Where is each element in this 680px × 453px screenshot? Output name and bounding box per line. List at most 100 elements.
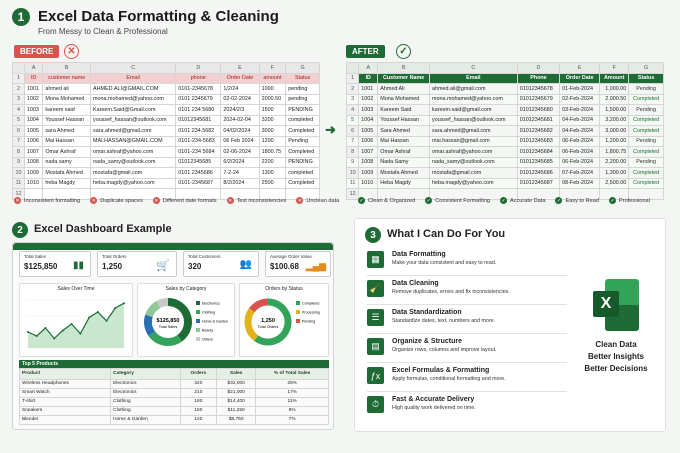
table-cell: nada_samy@outlook.com (429, 156, 518, 168)
table-cell: 1008 (23, 156, 44, 168)
table-cell: nada_samy@outlook.com (90, 156, 177, 168)
empty-cell (559, 188, 601, 200)
row-number: 7 (345, 135, 360, 147)
page-title: Excel Data Formatting & Cleaning (38, 8, 279, 25)
check-dot-icon: ✓ (499, 197, 507, 204)
benefit-label: Professional (619, 197, 650, 204)
table-cell: 01012345685 (516, 156, 561, 168)
table-cell: 01012345679 (516, 93, 561, 105)
service-title: Data Cleaning (392, 280, 439, 287)
table-cell: sara Ahmed (42, 125, 92, 137)
legend-label: Beauty (202, 329, 213, 333)
table-cell: 02-06-2024 (220, 146, 260, 158)
column-letter: B (377, 62, 431, 74)
column-header: phone (175, 72, 222, 84)
row-number: 4 (345, 104, 360, 116)
fx-icon: ƒx (367, 367, 384, 384)
table-cell: 1/2/24 (220, 83, 260, 95)
table-cell: 01012345683 (516, 135, 561, 147)
table-cell: Youssef Hassan (377, 114, 431, 126)
table-cell: Youssef Hassan (42, 114, 92, 126)
row-number: 2 (345, 83, 360, 95)
top-products-table: Product Category Orders Sales% of Total Sal… (18, 368, 329, 425)
sales-point (123, 302, 125, 305)
sales-point (35, 335, 38, 337)
table-cell: 3000 (258, 125, 287, 137)
table-cell: Kareem Said (377, 104, 431, 116)
legend-swatch (296, 310, 300, 314)
service-desc: Make your data consistent and easy to re… (392, 260, 497, 266)
table-cell: 0101-234 5684 (175, 146, 222, 158)
column-letter: B (42, 62, 92, 74)
orders-by-status-chart: Orders by Status 1,250 Total Orders Comple… (239, 283, 329, 357)
table-cell: 01012345678 (516, 83, 561, 95)
table-row: 10 1009 Mostafa Ahmed mostafa@gmail.com 0101… (12, 167, 320, 179)
issue-item: ✕ Inconsistent formatting (14, 197, 80, 204)
top-cell: 9% (255, 405, 329, 416)
table-cell: 01012345686 (516, 167, 561, 179)
top-cell: Blender (18, 414, 112, 425)
column-header: Email (90, 72, 177, 84)
row-number: 11 (12, 177, 25, 189)
page-subtitle: From Messy to Clean & Professional (38, 27, 168, 36)
service-desc: High quality work delivered on time. (392, 405, 476, 411)
issue-item: ✕ Unclean data (296, 197, 339, 204)
table-cell: 01-Feb-2024 (559, 83, 601, 95)
table-cell: Completed (285, 146, 320, 158)
table-cell: Pending (628, 135, 664, 147)
sales-by-category-chart: Sales by Category $125,850 Total Sales Ele… (137, 283, 235, 357)
line-chart-svg (27, 299, 125, 349)
donut-center-value: 1,250 (261, 318, 275, 324)
table-cell: 2200 (258, 156, 287, 168)
table-cell: heba.magdy@yahoo.com (90, 177, 177, 189)
after-benefits: ✓ Clean & Organized ✓ Consistent Formatting… (358, 197, 650, 204)
donut-slice (244, 308, 259, 342)
legend-swatch (196, 301, 200, 305)
table-cell: mona.mohamed@yahoo.com (90, 93, 177, 105)
table-cell: 6/2/2024 (220, 156, 260, 168)
table-cell: Mostafa Ahmed (377, 167, 431, 179)
services-card: 3 What I Can Do For You ▦ Data Formatting… (354, 218, 666, 432)
x-dot-icon: ✕ (90, 197, 98, 204)
chart-title: Sales by Category (165, 286, 207, 292)
table-row: 7 1006 Mai Hassan MAI.HASSAN@GMAIL.COM 0101-… (12, 135, 320, 147)
table-cell: 1,300.00 (599, 167, 630, 179)
sales-line (27, 302, 125, 340)
table-cell: 1300 (258, 167, 287, 179)
clock-icon: ⏱ (367, 396, 384, 413)
column-letter: A (358, 62, 379, 74)
excel-x-icon: X (593, 291, 619, 317)
kpi-total-orders: Total Orders 1,250 🛒 (97, 251, 177, 277)
top-row: Sneakers Clothing 150 $11,250 9% (18, 405, 329, 416)
step-1-badge: 1 (12, 8, 30, 26)
table-cell: Completed (285, 125, 320, 137)
before-issues: ✕ Inconsistent formatting ✕ Duplicate space… (14, 197, 339, 204)
row-number: 12 (345, 188, 360, 200)
check-circle-icon: ✓ (396, 44, 411, 59)
table-cell: 0101-2345678 (175, 83, 222, 95)
legend-label: Others (202, 338, 213, 342)
issue-label: Text inconsistencies (236, 197, 287, 204)
x-dot-icon: ✕ (14, 197, 21, 204)
row-number: 3 (345, 93, 360, 105)
bar-chart-icon: ▮▮ (72, 260, 84, 271)
top-header: Product (18, 368, 112, 380)
top-cell: 210 (179, 387, 218, 398)
top-cell: Clothing (110, 396, 181, 407)
table-cell: pending (285, 93, 320, 105)
row-number: 10 (12, 167, 25, 179)
legend-swatch (196, 337, 200, 341)
table-cell: 1009 (23, 167, 44, 179)
table-cell: 02-02-2024 (220, 93, 260, 105)
table-cell: ahmed.ali@gmail.com (429, 83, 518, 95)
top-cell: Electronics (110, 387, 181, 398)
table-cell: kareem said (42, 104, 92, 116)
top-row: Blender Home & Garden 120 $8,750 7% (18, 414, 329, 425)
top-header: Category (110, 368, 181, 380)
table-cell: 1010 (23, 177, 44, 189)
table-cell: 2024-02-04 (220, 114, 260, 126)
row-number: 3 (12, 93, 25, 105)
donut-slice (156, 297, 169, 309)
table-cell: 1200 (258, 135, 287, 147)
tagline-line: Better Insights (587, 352, 644, 361)
